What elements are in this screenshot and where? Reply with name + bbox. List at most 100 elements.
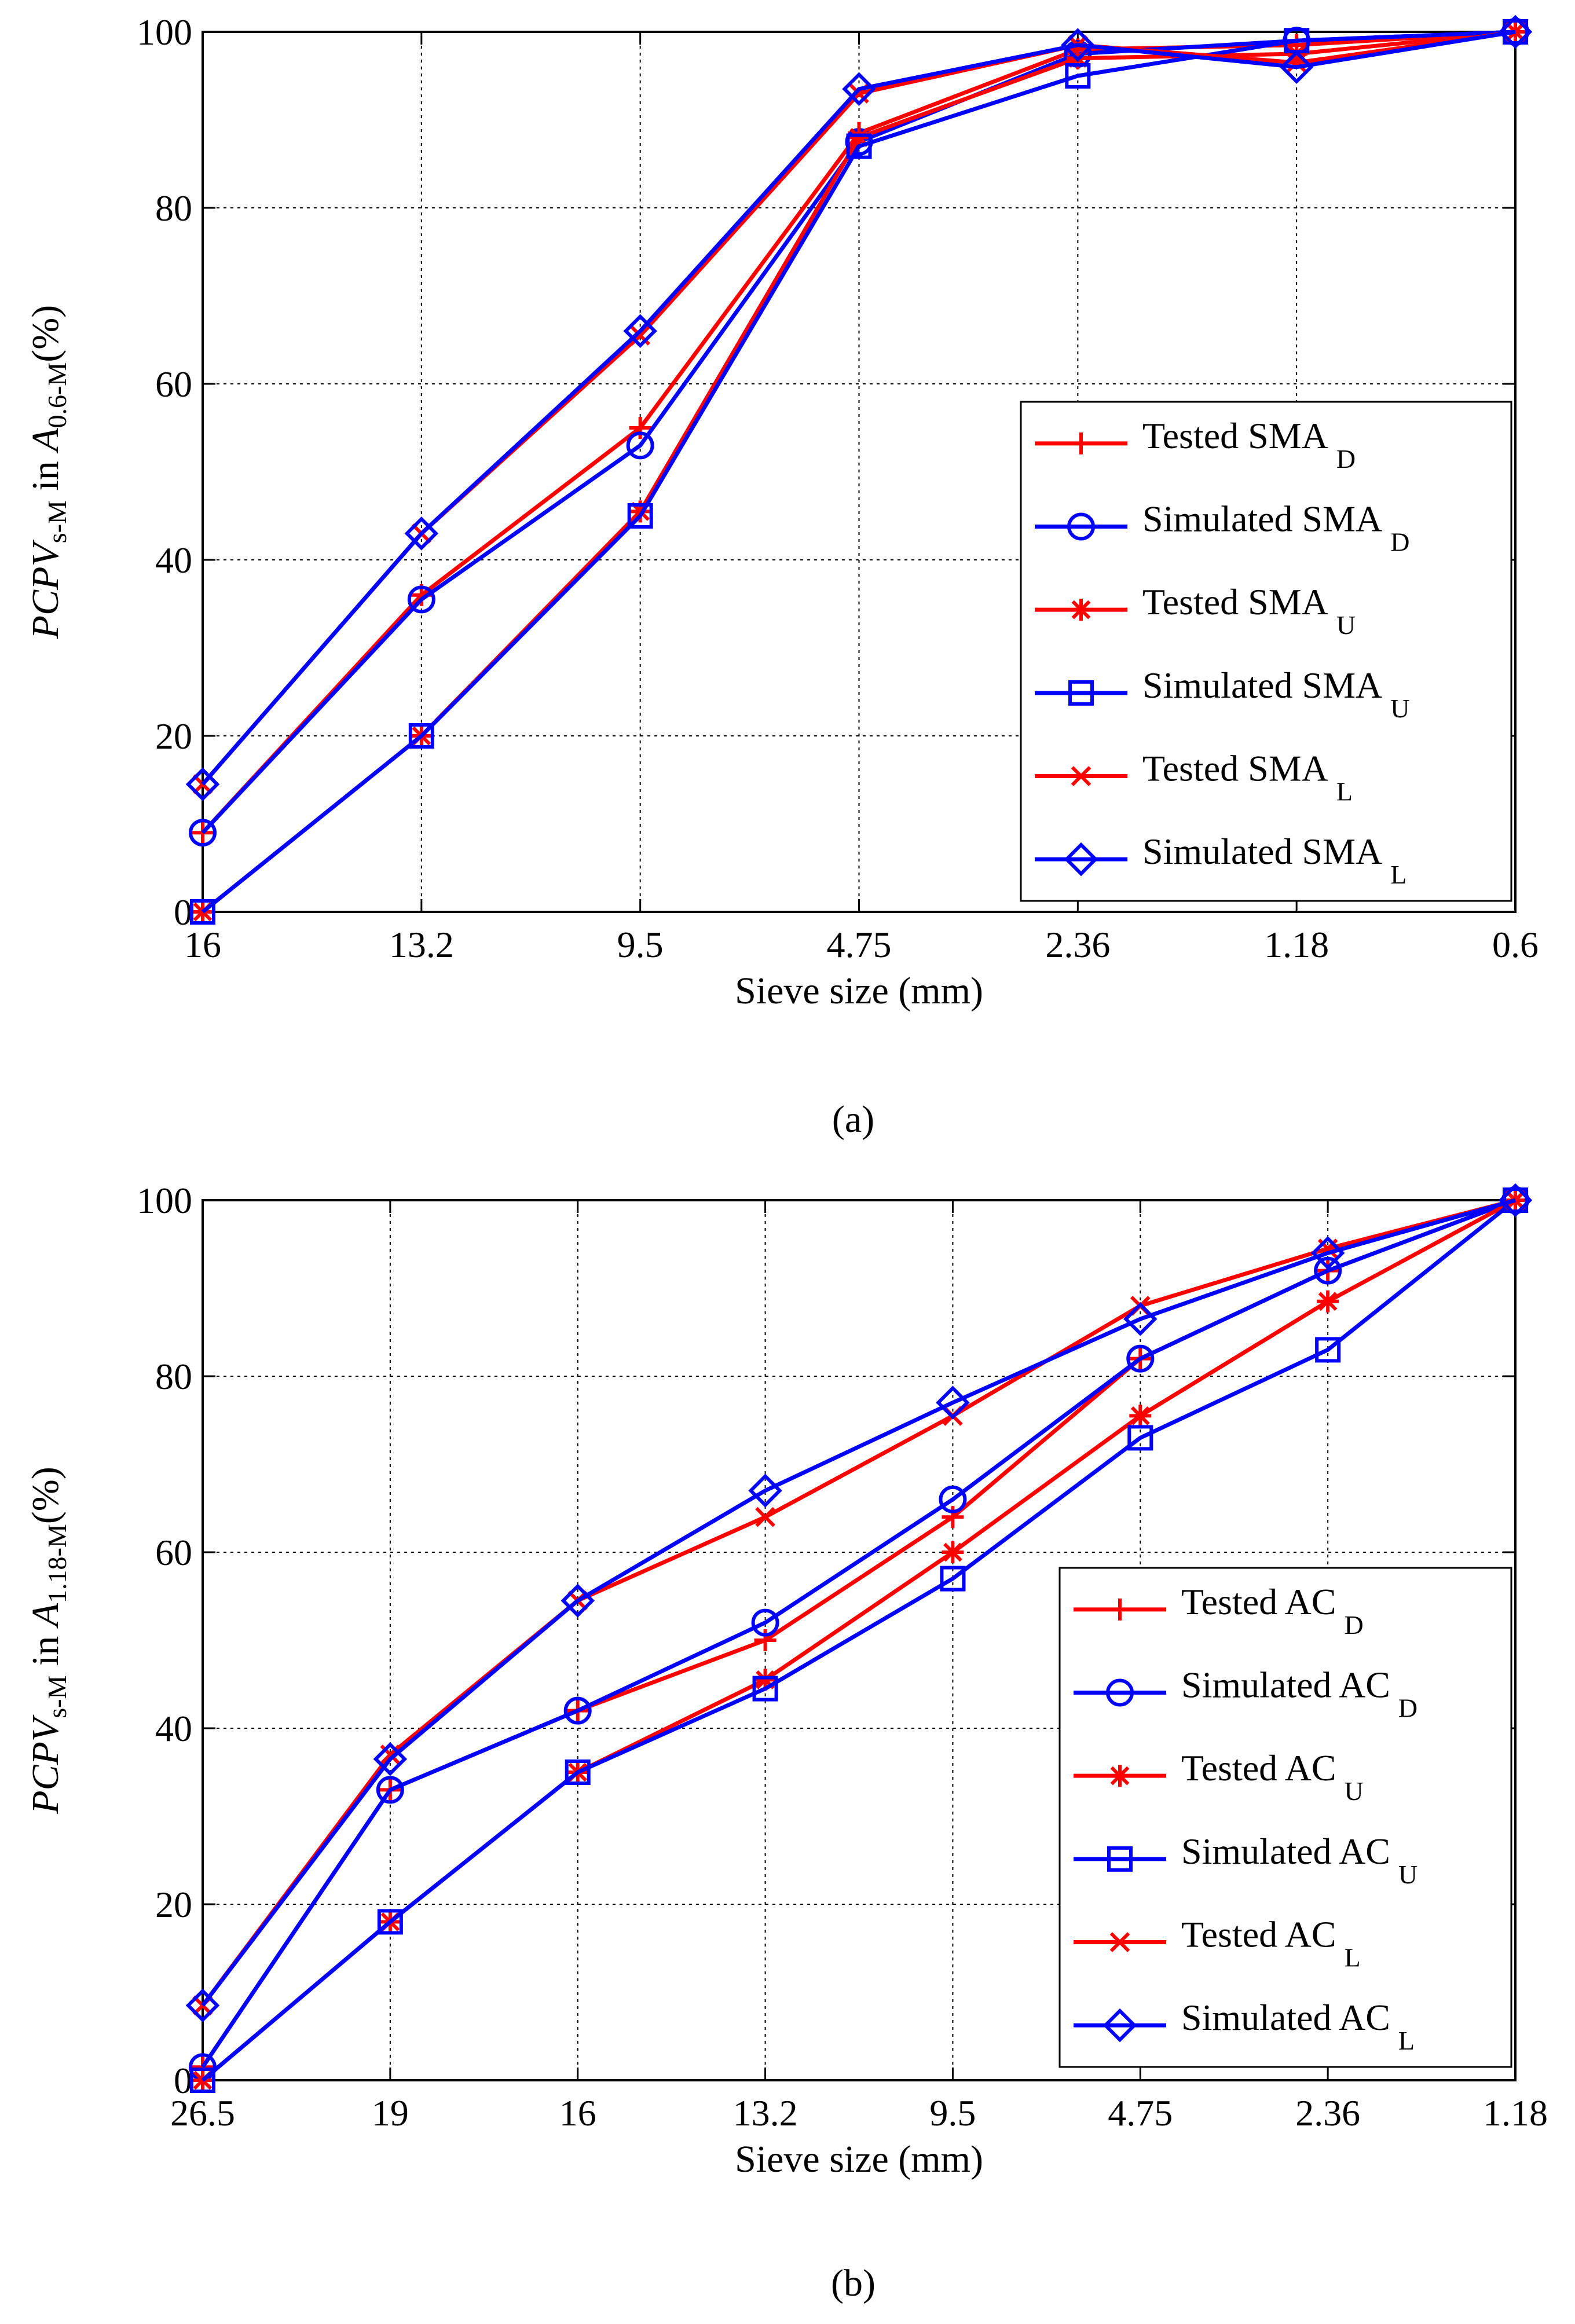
- data-point-5-6: [1498, 14, 1533, 49]
- data-point-3-3: [846, 133, 872, 159]
- x-tick-label: 1.18: [1264, 924, 1329, 965]
- data-point-2-5: [1129, 1405, 1152, 1427]
- data-point-2-3: [848, 126, 870, 149]
- legend-item-0: Tested ACD: [1074, 1581, 1364, 1640]
- y-tick-label: 100: [137, 12, 192, 53]
- y-tick-label: 40: [155, 540, 192, 581]
- data-point-5-3: [842, 72, 876, 107]
- legend-swatch-marker: [1071, 766, 1091, 786]
- data-point-3-3: [752, 1676, 778, 1702]
- data-point-1-5: [1126, 1344, 1155, 1373]
- data-point-1-4: [939, 1485, 967, 1513]
- data-point-2-2: [629, 500, 651, 523]
- legend-label: Tested ACU: [1181, 1747, 1364, 1806]
- x-tick-label: 16: [184, 924, 221, 965]
- data-point-0-4: [942, 1506, 964, 1528]
- x-tick-label: 4.75: [1108, 2092, 1173, 2134]
- data-point-3-2: [627, 503, 653, 529]
- chart-b: 26.5 19 16 13.2 9.5 4.75 2.36 1.18020406080100S…: [24, 1180, 1548, 2304]
- data-point-5-2: [561, 1583, 595, 1618]
- x-tick-label: 13.2: [733, 2092, 798, 2134]
- legend-box: [1020, 401, 1512, 902]
- data-point-0-2: [629, 417, 651, 439]
- figure-caption: (a): [832, 1098, 874, 1141]
- legend-label: Tested SMAD: [1142, 415, 1356, 474]
- data-point-4-3: [755, 1506, 775, 1527]
- legend-item-5: Simulated SMAL: [1035, 831, 1406, 889]
- legend-label: Tested ACL: [1181, 1914, 1361, 1973]
- data-point-5-5: [1123, 1302, 1158, 1336]
- data-point-5-3: [748, 1473, 782, 1508]
- y-tick-label: 40: [155, 1708, 192, 1749]
- x-tick-label: 16: [559, 2092, 596, 2134]
- series-line-3: [201, 30, 1516, 914]
- x-tick-label: 9.5: [929, 2092, 976, 2134]
- data-point-3-1: [377, 1909, 403, 1935]
- legend-swatch-marker: [1109, 1932, 1130, 1952]
- legend-item-3: Simulated SMAU: [1035, 665, 1409, 723]
- x-tick-label: 0.6: [1492, 924, 1539, 965]
- data-point-5-4: [936, 1385, 970, 1420]
- data-point-3-0: [190, 2068, 215, 2093]
- y-tick-label: 100: [137, 1180, 192, 1221]
- x-tick-label: 2.36: [1295, 2092, 1360, 2134]
- data-point-1-1: [376, 1776, 404, 1804]
- y-tick-label: 20: [155, 1884, 192, 1925]
- data-point-0-3: [754, 1629, 776, 1651]
- data-point-5-0: [185, 1988, 220, 2023]
- legend-swatch-marker: [1068, 680, 1094, 706]
- x-tick-label: 9.5: [617, 924, 664, 965]
- chart-a: 16 13.2 9.5 4.75 2.36 1.18 0.6 0 20 40 60 80 100 Siev…: [24, 12, 1539, 1141]
- x-tick-label: 26.5: [170, 2092, 235, 2134]
- data-point-1-2: [563, 1696, 592, 1725]
- data-point-3-2: [565, 1760, 591, 1785]
- x-tick-label: 2.36: [1045, 924, 1110, 965]
- data-point-5-0: [185, 767, 220, 801]
- data-point-1-0: [189, 819, 217, 847]
- data-point-3-0: [190, 899, 215, 925]
- data-point-5-1: [404, 516, 439, 551]
- legend-swatch-marker: [1102, 2008, 1137, 2043]
- legend-label: Tested ACD: [1181, 1581, 1364, 1640]
- x-tick-label: 1.18: [1483, 2092, 1548, 2134]
- data-point-5-1: [373, 1742, 408, 1776]
- legend: Tested SMAD Simulated SMAD Tested SMAU Simu…: [1020, 401, 1512, 902]
- legend-item-2: Tested SMAU: [1035, 581, 1356, 640]
- data-point-1-1: [407, 585, 435, 614]
- y-axis-label: PCPVs-M in A0.6-M(%): [24, 305, 72, 639]
- x-tick-label: 13.2: [389, 924, 454, 965]
- data-point-3-4: [940, 1566, 966, 1592]
- data-point-2-6: [1317, 1290, 1339, 1313]
- x-tick-label: 19: [372, 2092, 409, 2134]
- data-point-5-6: [1310, 1236, 1345, 1270]
- legend-swatch-marker: [1070, 432, 1092, 454]
- y-tick-label: 60: [155, 364, 192, 405]
- data-point-5-7: [1498, 1183, 1533, 1218]
- y-tick-label: 0: [174, 892, 192, 933]
- legend-box: [1058, 1567, 1512, 2068]
- legend-swatch-marker: [1107, 1846, 1133, 1872]
- legend-swatch-marker: [1064, 842, 1098, 877]
- x-tick-label: 4.75: [827, 924, 892, 965]
- data-point-3-4: [1065, 63, 1091, 89]
- legend-item-4: Tested ACL: [1074, 1914, 1361, 1973]
- legend-label: Simulated ACD: [1181, 1665, 1418, 1723]
- legend-label: Simulated SMAL: [1142, 831, 1406, 889]
- legend-swatch-marker: [1109, 1598, 1131, 1621]
- legend-label: Tested SMAU: [1142, 581, 1356, 640]
- legend-item-2: Tested ACU: [1074, 1747, 1364, 1806]
- legend-label: Simulated SMAD: [1142, 498, 1409, 557]
- series-line-1: [201, 1198, 1517, 2069]
- data-point-3-6: [1315, 1337, 1341, 1363]
- data-point-5-5: [1279, 50, 1314, 85]
- legend-item-5: Simulated ACL: [1074, 1997, 1415, 2055]
- data-point-5-2: [623, 314, 657, 349]
- series-line-3: [201, 1198, 1517, 2082]
- y-tick-label: 80: [155, 188, 192, 229]
- y-tick-label: 20: [155, 716, 192, 757]
- legend-swatch-marker: [1106, 1678, 1134, 1707]
- legend-item-1: Simulated ACD: [1074, 1665, 1418, 1723]
- legend-item-0: Tested SMAD: [1035, 415, 1356, 474]
- data-point-1-3: [751, 1608, 779, 1637]
